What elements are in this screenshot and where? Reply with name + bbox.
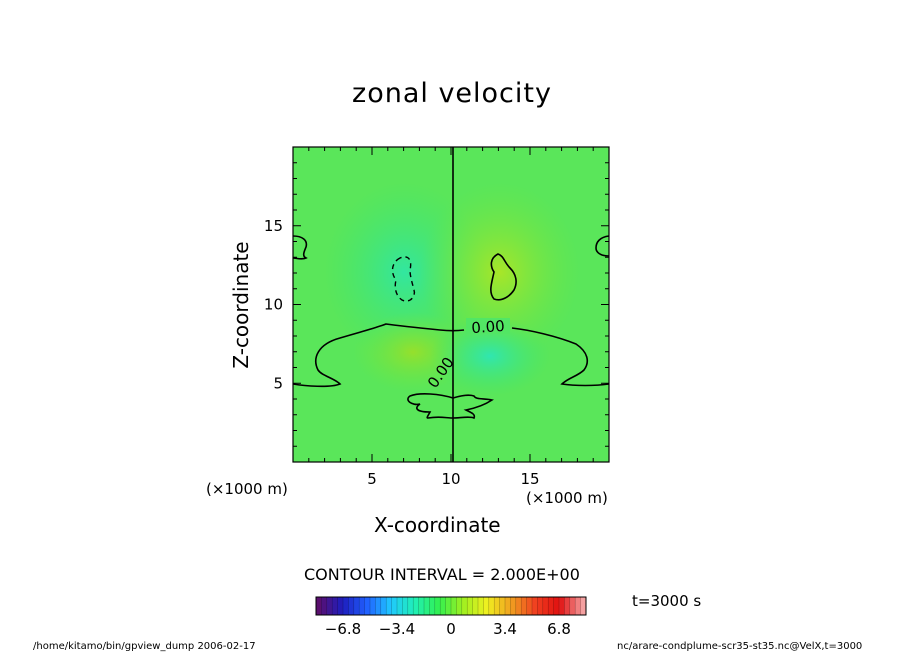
colorbar-bin [397, 597, 403, 615]
colorbar-bin [521, 597, 527, 615]
colorbar-bin [456, 597, 463, 615]
colorbar-bin [337, 597, 344, 615]
zero-contour-middle [293, 323, 609, 388]
colorbar-bin [316, 597, 322, 615]
colorbar-bin [559, 597, 565, 615]
colorbar-bin [569, 597, 576, 615]
colorbar-bin [580, 597, 587, 615]
colorbar-bin [343, 597, 349, 615]
colorbar-bin [505, 597, 511, 615]
colorbar-bin [553, 597, 560, 615]
positive-closed-contour [490, 253, 517, 301]
colorbar-bin [467, 597, 473, 615]
footer-right: nc/arare-condplume-scr35-st35.nc@VelX,t=… [617, 641, 863, 652]
x-tick-label: 5 [367, 470, 377, 488]
colorbar-tick-label: −6.8 [324, 620, 362, 638]
x-tick-label: 10 [441, 470, 460, 488]
colorbar-bin [526, 597, 533, 615]
colorbar-bin [359, 597, 365, 615]
colorbar-bin [483, 597, 490, 615]
colorbar-bin [424, 597, 430, 615]
y-axis-label: Z-coordinate [229, 241, 253, 369]
colorbar-bin [348, 597, 355, 615]
colorbar-bin [575, 597, 581, 615]
colorbar-bin [380, 597, 387, 615]
colorbar-bin [451, 597, 457, 615]
chart-title: zonal velocity [352, 78, 552, 109]
x-tick-label: 15 [520, 470, 539, 488]
zero-contours [293, 147, 609, 462]
colorbar-bin [418, 597, 425, 615]
axis-ticks [293, 147, 609, 462]
colorbar-bin [461, 597, 468, 615]
colorbar-bin [515, 597, 522, 615]
negative-closed-contour [391, 256, 416, 302]
colorbar-tick-label: 6.8 [547, 620, 571, 638]
colorbar-bin [472, 597, 479, 615]
zero-contour-bottom [407, 393, 494, 420]
zero-contour-left-edge [293, 235, 308, 260]
y-tick-label: 15 [264, 217, 283, 235]
colorbar-bin [413, 597, 419, 615]
colorbar-bin [364, 597, 371, 615]
colorbar-tick-label: 3.4 [493, 620, 517, 638]
footer-left: /home/kitamo/bin/gpview_dump 2006-02-17 [33, 641, 256, 652]
axis-tick-labels: 5 10 15 5 10 15 [264, 217, 540, 488]
x-axis-unit: (×1000 m) [526, 489, 608, 507]
colorbar-bin [488, 597, 495, 615]
zero-contour-right-edge [595, 235, 609, 257]
colorbar-bin [542, 597, 549, 615]
colorbar-bin [402, 597, 409, 615]
colorbar-bin [537, 597, 544, 615]
colorbar-bin [434, 597, 441, 615]
colorbar-bin [326, 597, 333, 615]
y-axis-unit: (×1000 m) [206, 480, 288, 498]
field-shading: 0.00 0.00 [293, 147, 609, 462]
colorbar-bin [386, 597, 392, 615]
colorbar-bin [391, 597, 398, 615]
colorbar-bin [532, 597, 538, 615]
colorbar-tick-label: −3.4 [378, 620, 416, 638]
svg-text:0.00: 0.00 [471, 317, 506, 337]
colorbar-bin [494, 597, 500, 615]
colorbar-bin [510, 597, 517, 615]
colorbar-tick-label: 0 [446, 620, 456, 638]
colorbar [315, 596, 587, 616]
time-label: t=3000 s [632, 592, 702, 610]
colorbar-bin [407, 597, 414, 615]
colorbar-bin [478, 597, 484, 615]
colorbar-bin [370, 597, 376, 615]
colorbar-bin [429, 597, 436, 615]
x-axis-label: X-coordinate [374, 513, 501, 537]
colorbar-bin [375, 597, 382, 615]
colorbar-bin [445, 597, 452, 615]
colorbar-bin [321, 597, 328, 615]
colorbar-bin [440, 597, 446, 615]
contour-interval-text: CONTOUR INTERVAL = 2.000E+00 [304, 565, 580, 584]
y-tick-label: 10 [264, 296, 283, 314]
colorbar-bin [499, 597, 506, 615]
y-tick-label: 5 [273, 374, 283, 392]
contour-label-horizontal: 0.00 [466, 317, 510, 337]
colorbar-bin [548, 597, 554, 615]
colorbar-bin [353, 597, 360, 615]
colorbar-bin [332, 597, 338, 615]
colorbar-frame [315, 596, 587, 616]
colorbar-bin [564, 597, 571, 615]
